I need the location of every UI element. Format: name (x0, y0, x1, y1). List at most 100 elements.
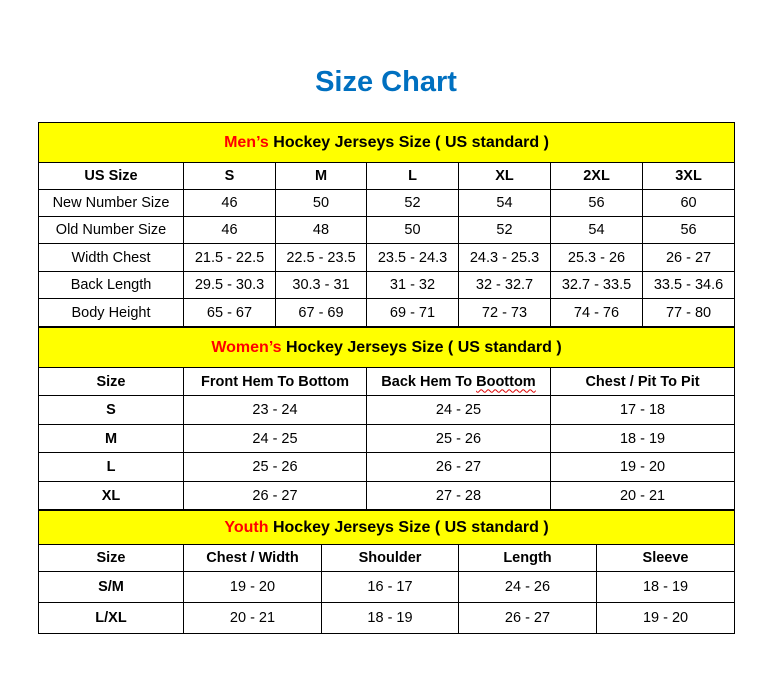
column-header: Chest / Pit To Pit (549, 367, 736, 396)
table-cell: 60 (641, 189, 736, 217)
column-header: Shoulder (321, 544, 459, 572)
table-cell: 19 - 20 (595, 602, 736, 634)
table-cell: 72 - 73 (458, 298, 551, 327)
table-row: S/M 19 - 20 16 - 17 24 - 26 18 - 19 (38, 571, 736, 603)
table-cell: 46 (183, 216, 276, 244)
row-label: S (38, 395, 184, 425)
table-cell: 20 - 21 (549, 481, 736, 510)
column-header: 3XL (641, 162, 736, 190)
table-cell: 24 - 25 (183, 424, 367, 453)
table-cell: 26 - 27 (366, 452, 551, 482)
column-header-label: US Size (84, 168, 138, 184)
column-header-label: L (408, 168, 417, 184)
row-label: Width Chest (38, 243, 184, 272)
table-cell: 18 - 19 (595, 571, 736, 603)
table-cell: 67 - 69 (275, 298, 367, 327)
table-cell: 77 - 80 (641, 298, 736, 327)
column-header-label: Length (503, 550, 552, 566)
column-header: S (183, 162, 276, 190)
table-cell: 26 - 27 (458, 602, 597, 634)
table-row: Width Chest 21.5 - 22.5 22.5 - 23.5 23.5 - … (38, 243, 736, 272)
table-cell: 18 - 19 (549, 424, 736, 453)
table-cell: 19 - 20 (549, 452, 736, 482)
row-label: Body Height (38, 298, 184, 327)
row-label: L (38, 452, 184, 482)
table-cell: 29.5 - 30.3 (183, 271, 276, 299)
row-label: Old Number Size (38, 216, 184, 244)
table-cell: 16 - 17 (321, 571, 459, 603)
table-row: L 25 - 26 26 - 27 19 - 20 (38, 452, 736, 482)
spellcheck-underline: Boottom (476, 373, 536, 390)
table-cell: 50 (366, 216, 459, 244)
column-header-label: Chest / Pit To Pit (585, 373, 700, 390)
table-cell: 56 (641, 216, 736, 244)
table-row: New Number Size 46 50 52 54 56 60 (38, 189, 736, 217)
table-cell: 54 (550, 216, 643, 244)
size-chart: Men’s Hockey Jerseys Size ( US standard … (37, 122, 736, 634)
column-header-label: M (314, 168, 328, 184)
youth-section-header: Youth Hockey Jerseys Size ( US standard … (37, 510, 736, 545)
table-cell: 23 - 24 (183, 395, 367, 425)
column-header: US Size (38, 162, 184, 190)
table-cell: 19 - 20 (183, 571, 322, 603)
row-label: L/XL (38, 602, 184, 634)
men-section-header: Men’s Hockey Jerseys Size ( US standard … (37, 122, 736, 163)
column-header: Chest / Width (183, 544, 322, 572)
women-section-header: Women’s Hockey Jerseys Size ( US standar… (37, 327, 736, 368)
column-header: Back Hem To Boottom (366, 367, 551, 396)
table-row: S 23 - 24 24 - 25 17 - 18 (38, 395, 736, 425)
table-cell: 25.3 - 26 (550, 243, 643, 272)
youth-size-table: Youth Hockey Jerseys Size ( US standard … (37, 510, 736, 634)
column-header-label: Size (96, 550, 126, 566)
column-header-label: Chest / Width (206, 550, 299, 566)
table-row: Body Height 65 - 67 67 - 69 69 - 71 72 - 73 7… (38, 298, 736, 327)
youth-column-headers: Size Chest / Width Shoulder Length Sleeve (38, 544, 736, 572)
women-size-table: Women’s Hockey Jerseys Size ( US standar… (37, 327, 736, 510)
table-cell: 17 - 18 (549, 395, 736, 425)
table-cell: 52 (366, 189, 459, 217)
column-header: 2XL (550, 162, 643, 190)
column-header-label: Size (96, 373, 126, 390)
column-header: L (366, 162, 459, 190)
row-label: XL (38, 481, 184, 510)
table-cell: 31 - 32 (366, 271, 459, 299)
column-header-label: 3XL (675, 168, 702, 184)
table-cell: 30.3 - 31 (275, 271, 367, 299)
women-highlight: Women’s (211, 338, 282, 356)
women-column-headers: Size Front Hem To Bottom Back Hem To Boott… (38, 367, 736, 396)
table-cell: 24 - 25 (366, 395, 551, 425)
column-header: Front Hem To Bottom (183, 367, 367, 396)
table-cell: 26 - 27 (641, 243, 736, 272)
men-column-headers: US Size S M L XL 2XL 3XL (38, 162, 736, 190)
table-row: Back Length 29.5 - 30.3 30.3 - 31 31 - 32 32… (38, 271, 736, 299)
column-header-label: Back Hem To Boottom (381, 374, 535, 390)
men-heading: Hockey Jerseys Size ( US standard ) (268, 133, 549, 151)
table-row: M 24 - 25 25 - 26 18 - 19 (38, 424, 736, 453)
table-cell: 26 - 27 (183, 481, 367, 510)
youth-section-title: Youth Hockey Jerseys Size ( US standard … (37, 510, 736, 545)
column-header: Length (458, 544, 597, 572)
table-cell: 23.5 - 24.3 (366, 243, 459, 272)
table-cell: 25 - 26 (366, 424, 551, 453)
table-cell: 21.5 - 22.5 (183, 243, 276, 272)
column-header: XL (458, 162, 551, 190)
column-header-label-part: Back Hem To (381, 373, 477, 390)
table-cell: 32 - 32.7 (458, 271, 551, 299)
row-label: S/M (38, 571, 184, 603)
table-cell: 33.5 - 34.6 (641, 271, 736, 299)
table-cell: 52 (458, 216, 551, 244)
table-cell: 56 (550, 189, 643, 217)
table-cell: 46 (183, 189, 276, 217)
column-header-label: Shoulder (358, 550, 422, 566)
women-section-title: Women’s Hockey Jerseys Size ( US standar… (37, 327, 736, 368)
table-cell: 18 - 19 (321, 602, 459, 634)
table-cell: 69 - 71 (366, 298, 459, 327)
table-cell: 50 (275, 189, 367, 217)
table-cell: 32.7 - 33.5 (550, 271, 643, 299)
page-title: Size Chart (315, 66, 457, 98)
table-row: Old Number Size 46 48 50 52 54 56 (38, 216, 736, 244)
row-label: New Number Size (38, 189, 184, 217)
women-heading: Hockey Jerseys Size ( US standard ) (281, 338, 562, 356)
youth-heading: Hockey Jerseys Size ( US standard ) (268, 518, 549, 536)
table-row: XL 26 - 27 27 - 28 20 - 21 (38, 481, 736, 510)
